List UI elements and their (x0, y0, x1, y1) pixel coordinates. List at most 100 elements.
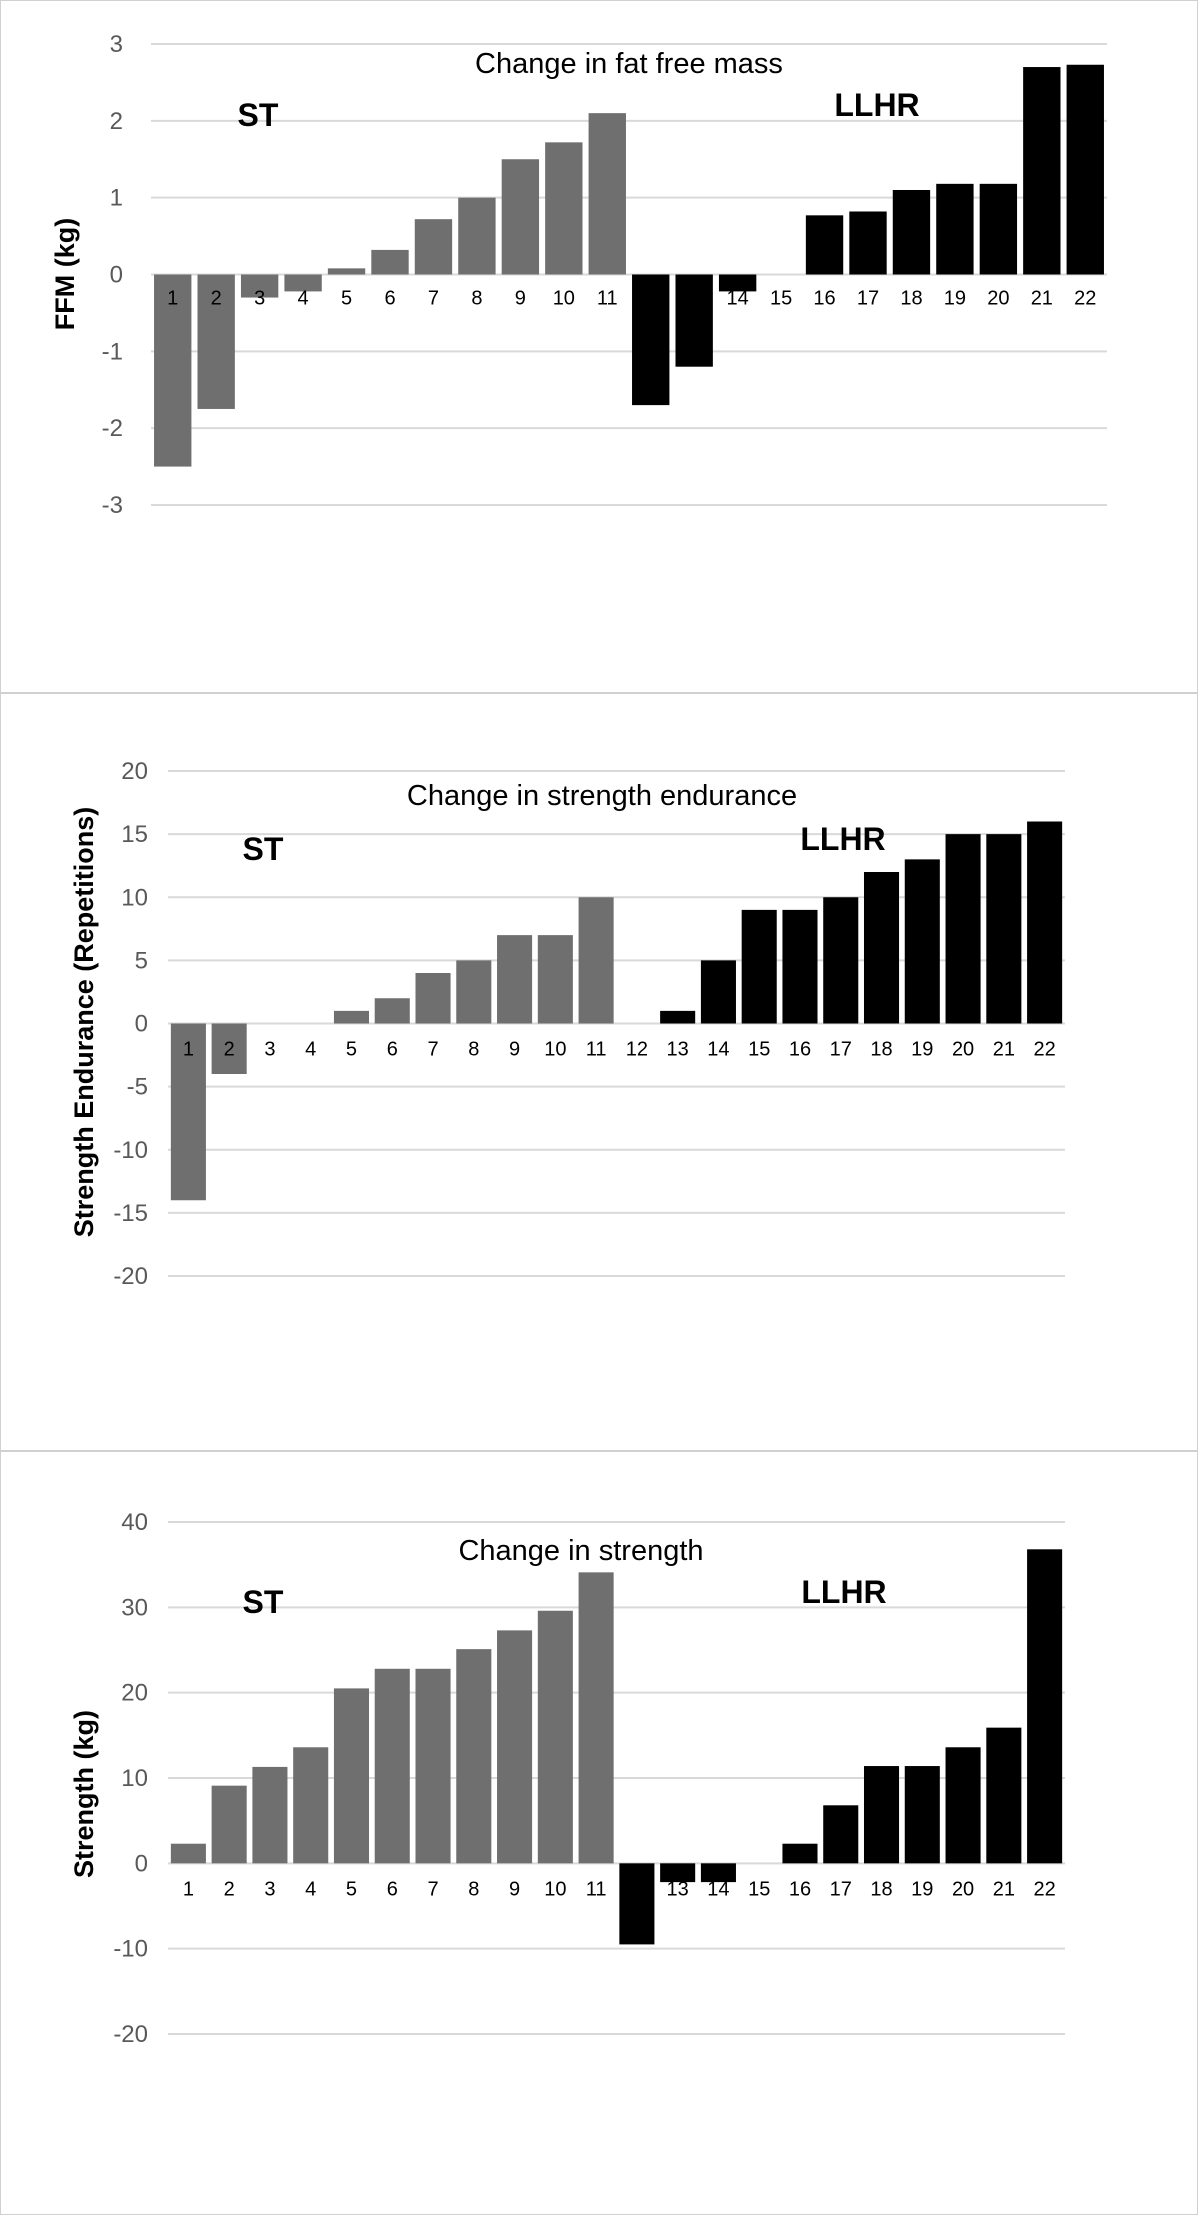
bar-chart-strength: Change in strength ST LLHR Strength (kg)… (69, 1509, 1065, 2048)
y-tick-label: 10 (121, 884, 148, 911)
x-tick-label: 3 (254, 288, 265, 310)
bar-st-1 (154, 274, 192, 467)
x-tick-label: 17 (830, 1878, 852, 1900)
y-tick-label: -10 (113, 1936, 148, 1963)
bar-llhr-14 (718, 274, 757, 292)
y-tick-label: -15 (113, 1200, 148, 1227)
x-tick-label: 14 (707, 1039, 729, 1061)
bar-llhr-22 (1027, 821, 1063, 1024)
x-tick-label: 6 (387, 1039, 398, 1061)
y-tick-label: 15 (121, 821, 148, 848)
y-tick-label: -3 (102, 492, 123, 519)
bar-st-2 (211, 1785, 247, 1864)
x-tick-label: 12 (626, 1039, 648, 1061)
y-tick-label: -2 (102, 415, 123, 442)
bar-llhr-13 (660, 1010, 696, 1024)
x-tick-label: 3 (264, 1039, 275, 1061)
bar-llhr-15 (741, 909, 777, 1024)
x-tick-label: 1 (183, 1039, 194, 1061)
bar-st-10 (537, 935, 573, 1024)
bar-st-2 (211, 1023, 247, 1074)
bar-llhr-21 (986, 1727, 1022, 1864)
x-tick-label: 4 (305, 1878, 316, 1900)
y-tick-label: -20 (113, 1263, 148, 1290)
x-tick-label: 19 (911, 1878, 933, 1900)
x-tick-label: 2 (224, 1039, 235, 1061)
bar-st-7 (415, 1668, 451, 1864)
x-tick-label: 7 (428, 288, 439, 310)
y-tick-label: -10 (113, 1137, 148, 1164)
x-tick-label: 13 (667, 1878, 689, 1900)
bar-llhr-13 (675, 274, 713, 367)
bar-st-8 (458, 197, 496, 275)
bar-st-8 (456, 1649, 492, 1864)
bar-llhr-16 (782, 909, 818, 1024)
x-tick-label: 21 (993, 1039, 1015, 1061)
bar-st-8 (456, 960, 492, 1024)
group-label-llhr: LLHR (834, 87, 919, 123)
x-tick-label: 9 (509, 1039, 520, 1061)
chart-title: Change in fat free mass (475, 48, 783, 80)
x-tick-label: 2 (224, 1878, 235, 1900)
x-tick-label: 9 (515, 288, 526, 310)
bar-llhr-20 (945, 1747, 981, 1864)
x-tick-label: 18 (870, 1039, 892, 1061)
bar-st-2 (197, 274, 235, 409)
x-tick-label: 7 (427, 1039, 438, 1061)
x-tick-label: 10 (544, 1039, 566, 1061)
bar-st-11 (588, 113, 626, 275)
bar-llhr-20 (979, 183, 1018, 275)
y-tick-label: 20 (121, 1680, 148, 1707)
bar-st-11 (578, 1572, 614, 1864)
y-tick-label: -5 (127, 1074, 148, 1101)
bar-st-1 (170, 1023, 206, 1201)
bar-llhr-21 (986, 834, 1022, 1024)
bar-llhr-16 (805, 215, 844, 275)
y-tick-label: 0 (135, 1011, 148, 1038)
group-label-st: ST (243, 831, 284, 867)
x-tick-label: 19 (911, 1039, 933, 1061)
bar-st-3 (252, 1766, 288, 1864)
bar-llhr-18 (863, 1766, 900, 1864)
bar-st-1 (170, 1843, 206, 1864)
bar-st-5 (333, 1010, 370, 1024)
chart-panel-ffm: Change in fat free mass ST LLHR FFM (kg)… (0, 0, 1198, 693)
x-tick-label: 22 (1033, 1039, 1055, 1061)
y-axis-label: Strength (kg) (69, 1710, 99, 1878)
bar-st-5 (327, 268, 366, 275)
y-tick-label: 0 (110, 262, 123, 289)
y-axis-label: FFM (kg) (50, 218, 80, 330)
bar-llhr-18 (892, 189, 931, 275)
x-tick-label: 4 (305, 1039, 316, 1061)
group-label-st: ST (238, 97, 279, 133)
bar-st-11 (578, 897, 614, 1024)
bar-llhr-13 (660, 1863, 696, 1883)
bar-llhr-22 (1027, 1549, 1063, 1864)
bar-st-6 (374, 998, 410, 1024)
x-tick-label: 8 (468, 1039, 479, 1061)
x-tick-label: 17 (830, 1039, 852, 1061)
x-tick-label: 1 (183, 1878, 194, 1900)
x-tick-label: 16 (813, 288, 835, 310)
bar-llhr-17 (823, 897, 859, 1024)
x-tick-label: 16 (789, 1039, 811, 1061)
bar-llhr-16 (782, 1843, 818, 1864)
y-tick-label: -20 (113, 2021, 148, 2048)
x-tick-label: 14 (707, 1878, 729, 1900)
bar-st-6 (374, 1668, 410, 1864)
y-tick-label: 5 (135, 947, 148, 974)
bar-st-9 (501, 159, 540, 275)
bar-chart-strength-endurance: Change in strength endurance ST LLHR Str… (69, 758, 1065, 1290)
bar-llhr-22 (1066, 64, 1104, 275)
bar-llhr-19 (904, 859, 940, 1024)
x-tick-label: 14 (727, 288, 749, 310)
x-tick-label: 5 (346, 1039, 357, 1061)
bar-st-9 (497, 935, 533, 1024)
y-tick-label: 0 (135, 1850, 148, 1877)
chart-title: Change in strength endurance (407, 780, 797, 812)
x-tick-label: 18 (900, 288, 922, 310)
x-tick-label: 20 (952, 1039, 974, 1061)
bar-llhr-19 (936, 183, 974, 275)
x-tick-label: 11 (586, 1878, 607, 1900)
bar-llhr-18 (863, 872, 900, 1024)
